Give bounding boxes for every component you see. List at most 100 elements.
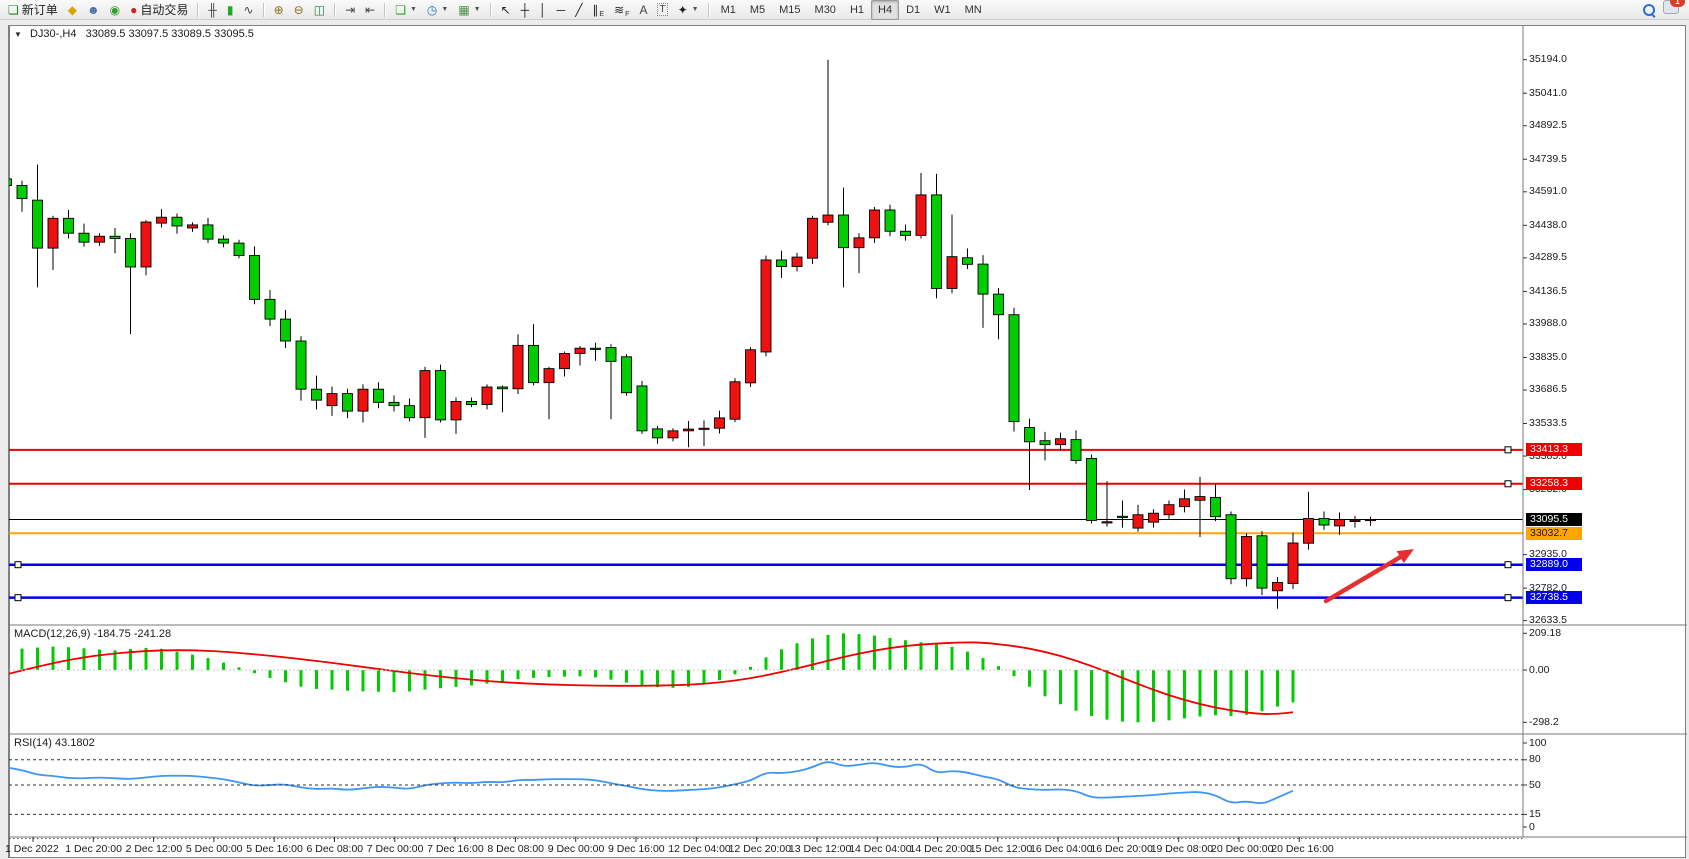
timeframe-h4[interactable]: H4 xyxy=(871,0,900,20)
candle-body xyxy=(884,209,896,232)
rsi-tick-label: 0 xyxy=(1529,820,1535,833)
eraser-button[interactable]: ◆ xyxy=(63,0,82,20)
price-tick-label: 33686.5 xyxy=(1529,383,1567,396)
time-tick-label: 14 Dec 04:00 xyxy=(849,843,912,855)
candle-body xyxy=(745,349,756,384)
signals-button[interactable]: ◉ xyxy=(105,0,125,20)
candle-body xyxy=(729,381,741,420)
zoom-in-button[interactable]: ⊕ xyxy=(269,0,289,20)
price-tick-label: 33835.0 xyxy=(1529,350,1567,363)
fibonacci-icon: ≋ xyxy=(614,2,625,17)
periods-button[interactable]: ◷ ▼ xyxy=(422,0,453,20)
cursor-tool[interactable]: ↖ xyxy=(496,0,516,20)
notifications-button[interactable]: 1 xyxy=(1663,0,1685,19)
rsi-indicator-label: RSI(14) 43.1802 xyxy=(14,737,95,749)
line-chart-button[interactable]: ∿ xyxy=(239,0,259,20)
tile-windows-button[interactable]: ◫ xyxy=(309,0,330,20)
channel-tool[interactable]: ∥ E xyxy=(587,0,609,20)
support-2-price-badge: 32738.5 xyxy=(1526,591,1582,605)
timeframe-m5[interactable]: M5 xyxy=(749,3,766,16)
autotrade-icon: ● xyxy=(130,2,138,17)
candle-body xyxy=(559,353,570,370)
candle-body xyxy=(78,232,90,243)
timeframe-d1[interactable]: D1 xyxy=(906,3,921,16)
candle-body xyxy=(714,417,725,429)
support-2-handle[interactable] xyxy=(14,594,22,602)
candle-body xyxy=(1039,440,1051,446)
text-tool[interactable]: A xyxy=(634,0,652,20)
timeframe-w1[interactable]: W1 xyxy=(934,3,951,16)
template-icon: ▦ xyxy=(458,2,470,17)
text-label-tool[interactable]: T xyxy=(652,0,672,20)
candle-body xyxy=(326,393,338,407)
timeframe-h1[interactable]: H1 xyxy=(849,3,864,16)
support-1-handle[interactable] xyxy=(1504,561,1512,569)
toolbar-separator xyxy=(707,2,710,17)
dropdown-arrow-icon[interactable]: ▼ xyxy=(691,6,699,13)
templates-button[interactable]: ▦ ▼ xyxy=(453,0,485,20)
timeframe-mn[interactable]: MN xyxy=(964,3,982,16)
rsi-tick-label: 50 xyxy=(1529,778,1541,791)
candle-body xyxy=(388,401,400,407)
autotrading-button[interactable]: ● 自动交易 xyxy=(125,0,193,20)
time-tick-label: 5 Dec 00:00 xyxy=(185,843,243,855)
new-order-button[interactable]: ❏ 新订单 xyxy=(3,0,63,20)
auto-scroll-button[interactable]: ⇥ xyxy=(340,0,360,20)
auto-scroll-icon: ⇥ xyxy=(345,2,356,17)
new-chart-button[interactable]: ❏ ▼ xyxy=(390,0,422,20)
chart-shift-button[interactable]: ⇤ xyxy=(360,0,380,20)
trend-arrow-shaft[interactable] xyxy=(1323,552,1406,604)
candle-body xyxy=(667,430,679,439)
bar-chart-button[interactable]: ╫ xyxy=(203,0,222,20)
search-icon[interactable] xyxy=(1643,3,1655,16)
dropdown-arrow-icon[interactable]: ▼ xyxy=(409,6,417,13)
timeframe-m15[interactable]: M15 xyxy=(779,3,801,16)
zoom-out-button[interactable]: ⊖ xyxy=(289,0,309,20)
candle-body xyxy=(1024,427,1035,443)
timeframe-m30[interactable]: M30 xyxy=(814,3,836,16)
eraser-icon: ◆ xyxy=(67,2,78,17)
hline-tool[interactable]: ─ xyxy=(552,0,571,20)
macd-tick-label: 209.18 xyxy=(1529,626,1562,639)
candle-body xyxy=(435,370,446,421)
candle-body xyxy=(900,230,911,236)
candle-body xyxy=(946,256,958,289)
fibonacci-tool[interactable]: ≋ F xyxy=(609,0,634,20)
support-1-handle[interactable] xyxy=(14,561,22,569)
candle-body xyxy=(109,235,121,239)
toolbar-separator xyxy=(197,2,200,17)
price-tick-label: 34591.0 xyxy=(1529,185,1567,198)
candle-body xyxy=(869,209,880,239)
notification-badge: 1 xyxy=(1670,0,1685,7)
candle-body xyxy=(125,238,136,268)
dropdown-arrow-icon[interactable]: ▼ xyxy=(473,6,481,13)
symbol-collapse-icon[interactable]: ▼ xyxy=(14,30,22,39)
trend-arrow-head[interactable] xyxy=(1396,549,1414,564)
candle-chart-button[interactable]: ▮ xyxy=(222,0,239,20)
crosshair-tool[interactable]: ┼ xyxy=(516,0,535,20)
timeframe-m1[interactable]: M1 xyxy=(720,3,736,16)
time-tick-label: 7 Dec 16:00 xyxy=(427,843,484,855)
market-watch-button[interactable]: ☻ xyxy=(82,0,105,20)
resistance-2-handle[interactable] xyxy=(1504,480,1512,488)
support-2-handle[interactable] xyxy=(1504,594,1512,602)
candle-body xyxy=(295,340,307,390)
arrows-tool[interactable]: ✦ ▼ xyxy=(673,0,704,20)
candle-body xyxy=(1256,535,1268,589)
rsi-tick-label: 100 xyxy=(1529,736,1547,749)
hline-icon: ─ xyxy=(556,2,566,17)
time-tick-label: 16 Dec 20:00 xyxy=(1090,843,1153,855)
candle-body xyxy=(621,356,632,394)
dropdown-arrow-icon[interactable]: ▼ xyxy=(441,6,449,13)
toolbar-group: ❏ 新订单 ◆ ☻ ◉ ● 自动交易 xyxy=(3,0,193,20)
candle-body xyxy=(140,221,152,268)
trendline-tool[interactable]: ╱ xyxy=(570,0,587,20)
price-tick-label: 34289.5 xyxy=(1529,251,1567,264)
vline-tool[interactable]: │ xyxy=(534,0,552,20)
time-tick-label: 12 Dec 04:00 xyxy=(668,843,731,855)
resistance-1-handle[interactable] xyxy=(1504,446,1512,454)
candle-body xyxy=(574,347,586,354)
candle-body xyxy=(915,194,927,236)
time-tick-label: 2 Dec 12:00 xyxy=(125,843,183,855)
